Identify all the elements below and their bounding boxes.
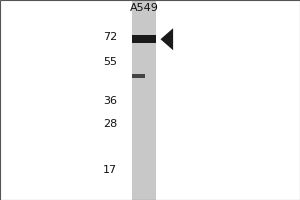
- Text: 17: 17: [103, 165, 117, 175]
- Text: 28: 28: [103, 119, 117, 129]
- Text: 72: 72: [103, 32, 117, 42]
- Bar: [132, 35, 156, 43]
- Text: 36: 36: [103, 96, 117, 106]
- Bar: [132, 74, 145, 78]
- Polygon shape: [160, 28, 173, 50]
- Text: A549: A549: [130, 3, 158, 13]
- Bar: [132, 0, 156, 200]
- Text: 55: 55: [103, 57, 117, 67]
